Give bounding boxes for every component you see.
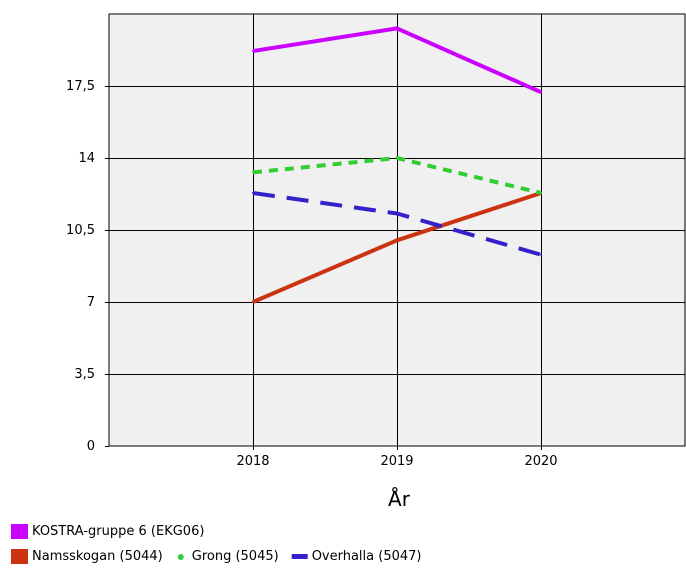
legend-marker-0: [11, 524, 28, 539]
x-axis-ticks: 2018 2019 2020: [236, 446, 558, 469]
grid-lines: [109, 14, 685, 446]
y-axis-ticks: 0 3,5 7 10,5 14 17,5: [66, 79, 109, 454]
series-3-point: [252, 191, 254, 194]
series-0-point: [252, 50, 254, 53]
series-1-point: [396, 239, 398, 242]
x-tick-label: 2018: [236, 454, 269, 469]
y-tick-label: 14: [78, 151, 95, 166]
series-3-point: [396, 212, 398, 215]
series-0-point: [396, 27, 398, 30]
x-tick-label: 2019: [380, 454, 413, 469]
series-2-point: [396, 157, 398, 159]
legend-label-1: Namsskogan (5044): [32, 549, 163, 564]
legend-label-2: Grong (5045): [192, 549, 279, 564]
y-tick-label: 0: [87, 439, 95, 454]
legend: KOSTRA-gruppe 6 (EKG06) Namsskogan (5044)…: [11, 524, 421, 564]
legend-marker-3: [291, 554, 308, 559]
y-tick-label: 17,5: [66, 79, 95, 94]
x-axis-title: År: [388, 487, 411, 511]
series-1-point: [252, 301, 254, 303]
y-tick-label: 3,5: [74, 367, 95, 382]
series-2-point: [540, 191, 542, 194]
series-layer: [252, 26, 542, 304]
y-tick-label: 10,5: [66, 223, 95, 238]
legend-marker-2: [177, 554, 184, 560]
legend-label-0: KOSTRA-gruppe 6 (EKG06): [32, 524, 204, 539]
series-2-point: [252, 171, 254, 174]
series-3-point: [540, 253, 542, 256]
series-0-point: [540, 91, 542, 94]
legend-marker-1: [11, 549, 28, 564]
x-tick-label: 2020: [524, 454, 557, 469]
y-tick-label: 7: [87, 295, 95, 310]
legend-label-3: Overhalla (5047): [312, 549, 422, 564]
